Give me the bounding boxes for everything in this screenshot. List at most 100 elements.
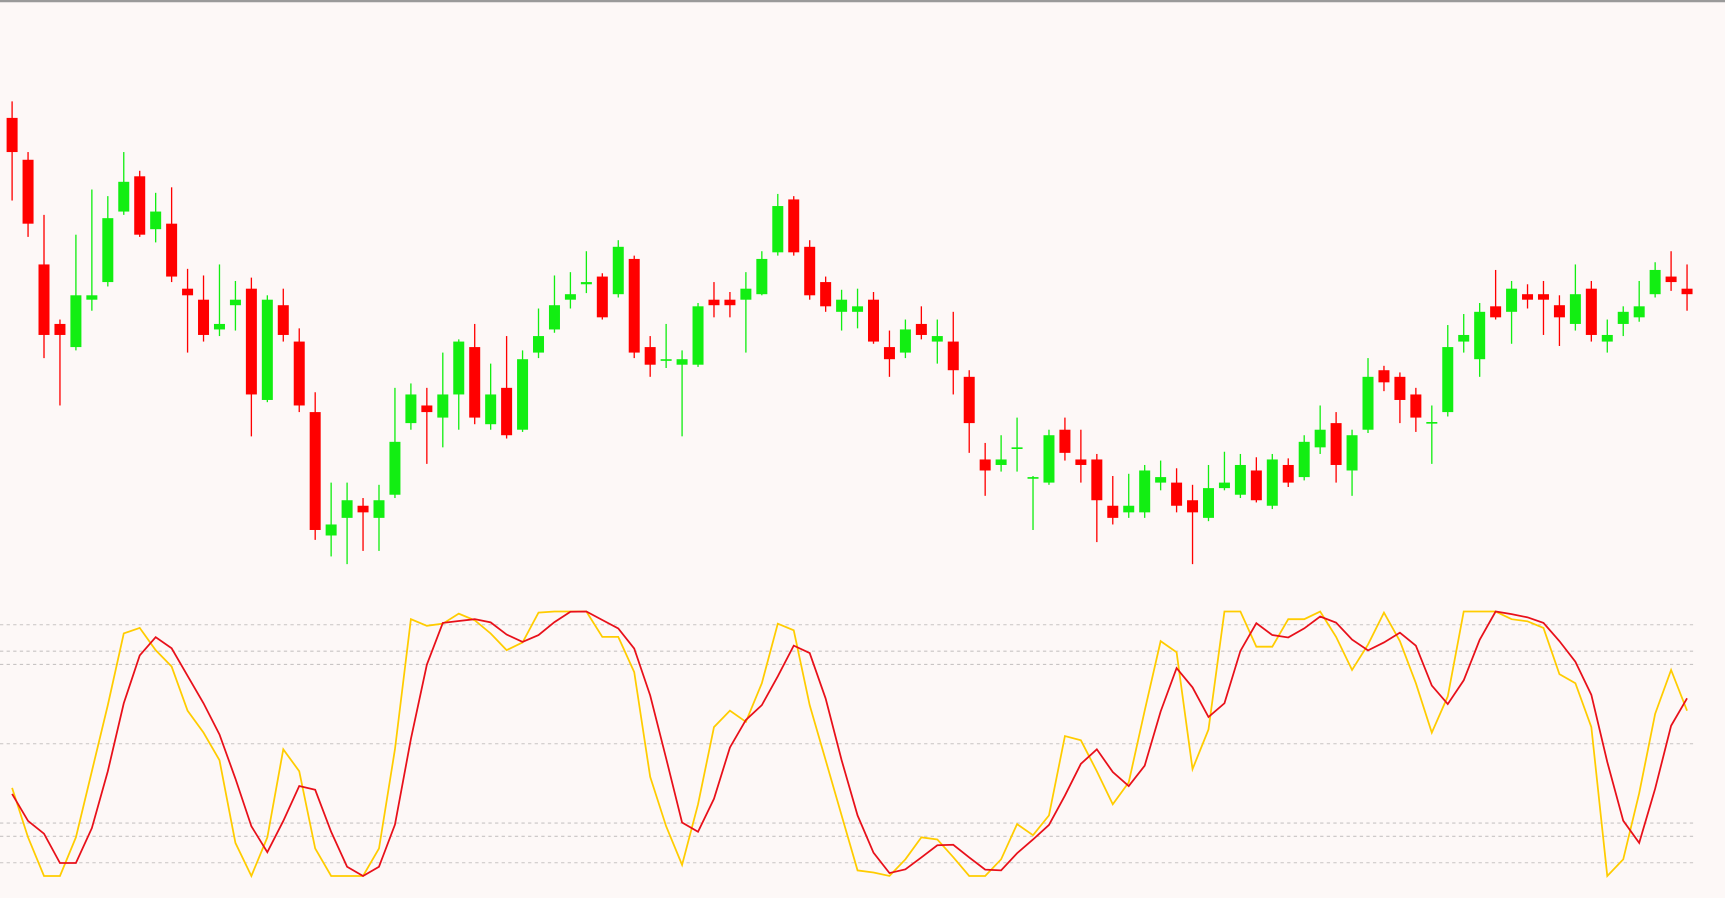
candle-body (1537, 294, 1549, 300)
candle-body (1394, 376, 1406, 400)
candle-body (213, 323, 225, 330)
candle-body (293, 341, 305, 406)
candle-body (134, 176, 146, 235)
oscillator-line (11, 610, 1688, 877)
candle-body (1362, 376, 1374, 430)
candle-body (628, 258, 640, 353)
candle-body (963, 376, 975, 424)
candle-body (740, 288, 752, 300)
candle-body (836, 299, 848, 312)
candle-body (86, 295, 98, 300)
candle-body (1378, 370, 1390, 383)
candle-body (150, 211, 162, 230)
candle-body (1426, 422, 1438, 424)
candle-body (596, 276, 608, 318)
candle-body (692, 306, 704, 365)
candle-body (1266, 459, 1278, 506)
candle-body (437, 394, 449, 418)
candle-body (1171, 482, 1183, 506)
candle-body (1633, 306, 1645, 318)
candle-body (389, 441, 401, 495)
candle-body (1617, 311, 1629, 324)
candle-body (229, 299, 241, 306)
candle-body (309, 412, 321, 530)
candle-body (772, 206, 784, 253)
candle-body (1474, 311, 1486, 360)
candle-body (54, 323, 66, 335)
candle-body (182, 288, 194, 296)
candle-body (1123, 505, 1135, 513)
candle-body (1522, 294, 1534, 300)
candle-body (979, 459, 991, 471)
candle-body (245, 288, 257, 395)
candle-body (724, 299, 736, 306)
candle-body (676, 359, 688, 365)
candle-body (501, 387, 513, 436)
candle-body (198, 299, 210, 335)
candle-body (548, 305, 560, 330)
candle-body (373, 500, 385, 518)
candle-body (1506, 288, 1518, 312)
candle-body (1410, 394, 1422, 418)
candle-body (644, 347, 656, 365)
candle-body (947, 341, 959, 371)
candle-body (1011, 447, 1023, 449)
candle-body (166, 223, 178, 277)
candle-body (1234, 464, 1246, 495)
candle-body (580, 282, 592, 285)
candle-body (1681, 288, 1693, 295)
candle-body (517, 359, 529, 430)
candle-body (485, 394, 497, 425)
candle-body (453, 341, 465, 395)
candle-body (22, 159, 34, 224)
candle-body (277, 305, 289, 335)
candle-body (1091, 459, 1103, 501)
candle-body (1553, 305, 1565, 318)
candle-body (1665, 276, 1677, 283)
candle-body (899, 329, 911, 353)
candle-body (1314, 429, 1326, 448)
candle-body (931, 336, 943, 342)
candle-body (883, 347, 895, 360)
candle-body (1601, 334, 1613, 342)
candle-body (1442, 347, 1454, 413)
candle-body (564, 294, 576, 300)
candle-body (70, 295, 82, 348)
candle-body (6, 117, 18, 153)
candle-body (1027, 477, 1039, 479)
candle-body (788, 199, 800, 253)
candle-body (995, 459, 1007, 465)
candle-body (38, 264, 50, 335)
candle-body (1202, 488, 1214, 518)
candle-body (261, 299, 273, 400)
candle-body (868, 299, 880, 342)
candle-body (1282, 464, 1294, 483)
candle-body (1250, 470, 1262, 501)
candle-body (1298, 441, 1310, 478)
candle-body (1346, 435, 1358, 471)
candle-body (915, 323, 927, 335)
candle-body (804, 246, 816, 296)
candle-body (1139, 470, 1151, 513)
candle-body (533, 336, 545, 353)
candle-body (1649, 269, 1661, 295)
candle-body (341, 500, 353, 518)
candle-body (1490, 306, 1502, 318)
candle-body (820, 282, 832, 307)
candle-body (852, 306, 864, 312)
candle-body (357, 505, 369, 513)
candle-body (405, 394, 417, 424)
candle-body (708, 299, 720, 306)
candle-body (1059, 429, 1071, 453)
candle-body (1107, 505, 1119, 518)
candle-body (1585, 288, 1597, 335)
candle-body (102, 218, 114, 283)
oscillator-line (11, 610, 1688, 879)
candle-body (1075, 459, 1087, 465)
candle-body (421, 405, 433, 413)
candle-body (1043, 435, 1055, 483)
candle-body (612, 246, 624, 295)
